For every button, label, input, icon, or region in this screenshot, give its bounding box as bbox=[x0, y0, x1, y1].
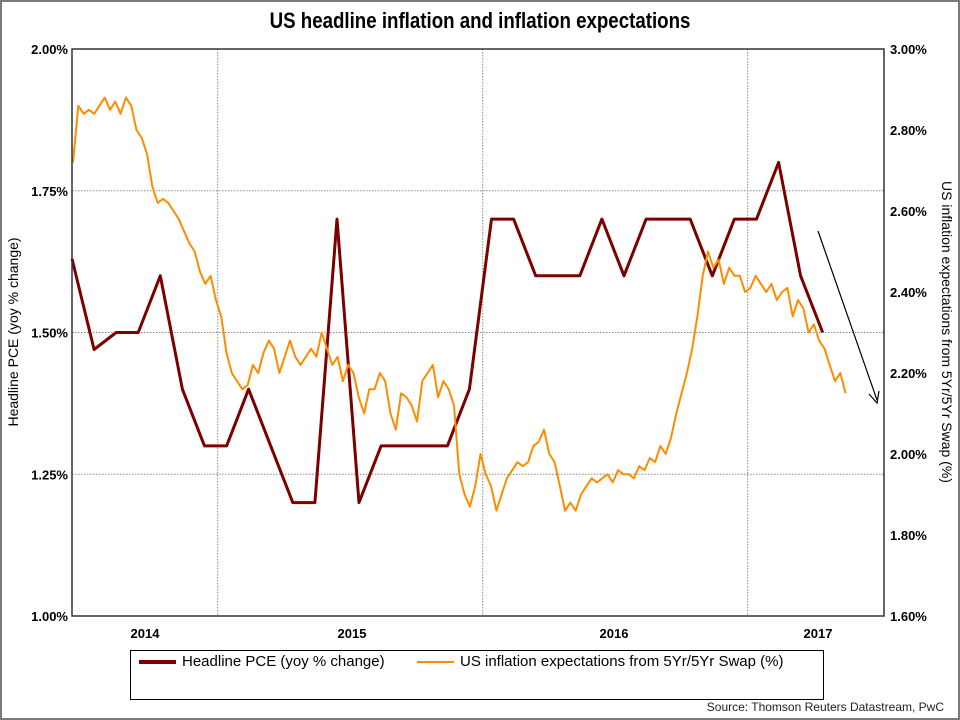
legend-label-pce: Headline PCE (yoy % change) bbox=[182, 653, 385, 670]
right-tick-label: 2.80% bbox=[890, 123, 927, 138]
x-axis-ticks: 2014 2015 2016 2017 bbox=[131, 626, 833, 641]
right-tick-label: 2.40% bbox=[890, 285, 927, 300]
plot-border bbox=[71, 48, 885, 617]
source-note: Source: Thomson Reuters Datastream, PwC bbox=[706, 700, 944, 714]
left-tick-label: 1.75% bbox=[31, 184, 68, 199]
series-layer bbox=[70, 96, 847, 512]
legend: Headline PCE (yoy % change) US inflation… bbox=[130, 650, 824, 700]
legend-swatch-pce bbox=[139, 659, 176, 664]
series-line-pce bbox=[70, 160, 825, 505]
series-line-swap bbox=[72, 96, 847, 512]
left-tick-label: 1.25% bbox=[31, 467, 68, 482]
legend-item-swap: US inflation expectations from 5Yr/5Yr S… bbox=[417, 653, 783, 670]
right-tick-label: 2.20% bbox=[890, 366, 927, 381]
trend-arrow bbox=[817, 230, 880, 405]
left-tick-label: 2.00% bbox=[31, 42, 68, 57]
chart-title: US headline inflation and inflation expe… bbox=[269, 8, 691, 33]
legend-item-pce: Headline PCE (yoy % change) bbox=[139, 653, 385, 670]
x-tick-label: 2016 bbox=[600, 626, 629, 641]
right-tick-label: 2.60% bbox=[890, 204, 927, 219]
x-tick-label: 2014 bbox=[131, 626, 161, 641]
right-tick-label: 3.00% bbox=[890, 42, 927, 57]
legend-swatch-swap bbox=[417, 660, 454, 663]
right-tick-label: 1.60% bbox=[890, 609, 927, 624]
right-tick-label: 1.80% bbox=[890, 528, 927, 543]
x-tick-label: 2017 bbox=[804, 626, 833, 641]
right-axis-ticks: 1.60% 1.80% 2.00% 2.20% 2.40% 2.60% 2.80% 3.00% bbox=[890, 42, 927, 624]
left-axis-label: Headline PCE (yoy % change) bbox=[5, 237, 21, 426]
x-tick-label: 2015 bbox=[338, 626, 367, 641]
legend-label-swap: US inflation expectations from 5Yr/5Yr S… bbox=[460, 653, 784, 670]
left-tick-label: 1.50% bbox=[31, 326, 68, 341]
left-axis-ticks: 1.00% 1.25% 1.50% 1.75% 2.00% bbox=[31, 42, 68, 624]
left-tick-label: 1.00% bbox=[31, 609, 68, 624]
right-axis-label: US inflation expectations from 5Yr/5Yr S… bbox=[939, 181, 955, 483]
right-tick-label: 2.00% bbox=[890, 447, 927, 462]
